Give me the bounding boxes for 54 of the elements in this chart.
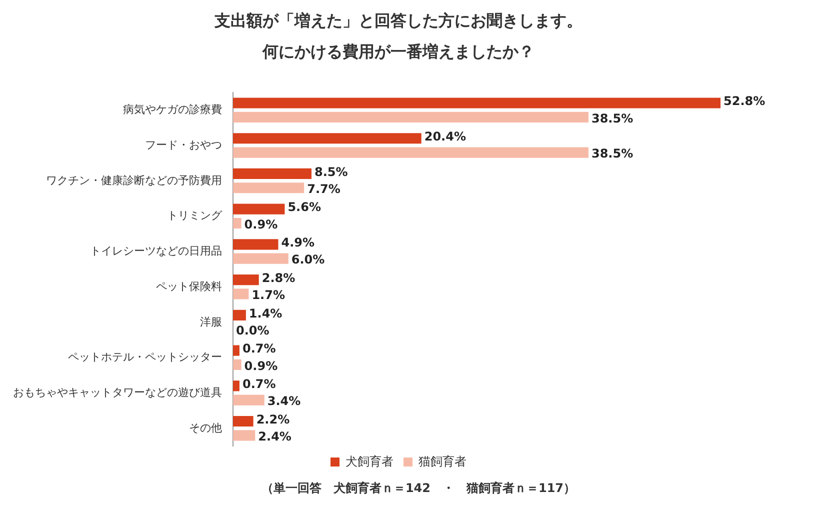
bar <box>233 288 249 300</box>
data-label: 6.0% <box>291 252 325 267</box>
data-label: 1.7% <box>252 288 285 302</box>
bar <box>233 416 254 427</box>
bar <box>233 394 264 406</box>
data-label: 20.4% <box>424 129 466 144</box>
bar <box>233 380 240 392</box>
y-tick-label: フード・おやつ <box>145 139 222 152</box>
data-label: 2.2% <box>256 412 290 426</box>
bar <box>233 430 256 441</box>
y-tick-label: その他 <box>189 422 222 434</box>
bar <box>233 133 422 144</box>
bar <box>233 253 288 264</box>
chart-title: 支出額が「増えた」と回答した方にお聞きします。 <box>214 11 582 30</box>
bar <box>233 204 285 214</box>
data-label: 38.5% <box>591 111 634 126</box>
bar <box>233 239 278 250</box>
bar <box>233 112 588 122</box>
y-tick-label: 洋服 <box>200 316 222 328</box>
legend-label: 犬飼育者 <box>346 454 394 468</box>
data-label: 0.9% <box>244 358 278 373</box>
bar <box>233 147 588 158</box>
bar <box>233 218 242 229</box>
bar <box>233 274 259 286</box>
data-label: 2.4% <box>258 430 292 444</box>
data-label: 38.5% <box>591 146 634 161</box>
y-tick-label: トイレシーツなどの日用品 <box>90 246 222 258</box>
bar <box>233 345 240 356</box>
bar <box>233 310 246 320</box>
bar <box>233 359 242 370</box>
data-label: 5.6% <box>288 200 321 214</box>
data-label: 0.0% <box>236 323 270 338</box>
chart-subtitle: 何にかける費用が一番増えましたか？ <box>262 42 534 62</box>
bar <box>233 182 304 194</box>
bar <box>233 168 312 180</box>
y-tick-label: ペットホテル・ペットシッター <box>68 352 222 364</box>
y-tick-label: ペット保険料 <box>156 280 222 293</box>
data-label: 0.7% <box>242 377 276 392</box>
y-tick-label: ワクチン・健康診断などの予防費用 <box>46 174 222 187</box>
data-label: 0.7% <box>242 342 276 356</box>
y-tick-label: 病気やケガの診療費 <box>123 103 222 116</box>
data-label: 52.8% <box>724 94 766 108</box>
y-tick-label: トリミング <box>167 210 223 222</box>
legend-label: 猫飼育者 <box>418 454 466 468</box>
data-label: 0.9% <box>244 217 278 232</box>
text: （単一回答 犬飼育者ｎ＝142 ・ 猫飼育者ｎ＝117） <box>260 480 577 497</box>
data-label: 2.8% <box>262 270 296 285</box>
data-label: 3.4% <box>267 394 301 408</box>
data-label: 7.7% <box>307 182 340 196</box>
data-label: 4.9% <box>281 236 315 250</box>
data-label: 8.5% <box>314 164 348 179</box>
data-label: 1.4% <box>248 306 282 320</box>
y-tick-label: おもちゃやキャットタワーなどの遊び道具 <box>13 386 222 399</box>
bar <box>233 98 721 108</box>
